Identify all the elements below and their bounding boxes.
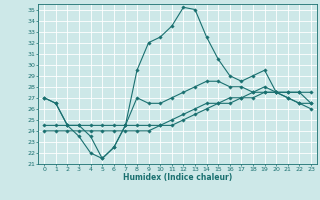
X-axis label: Humidex (Indice chaleur): Humidex (Indice chaleur) <box>123 173 232 182</box>
